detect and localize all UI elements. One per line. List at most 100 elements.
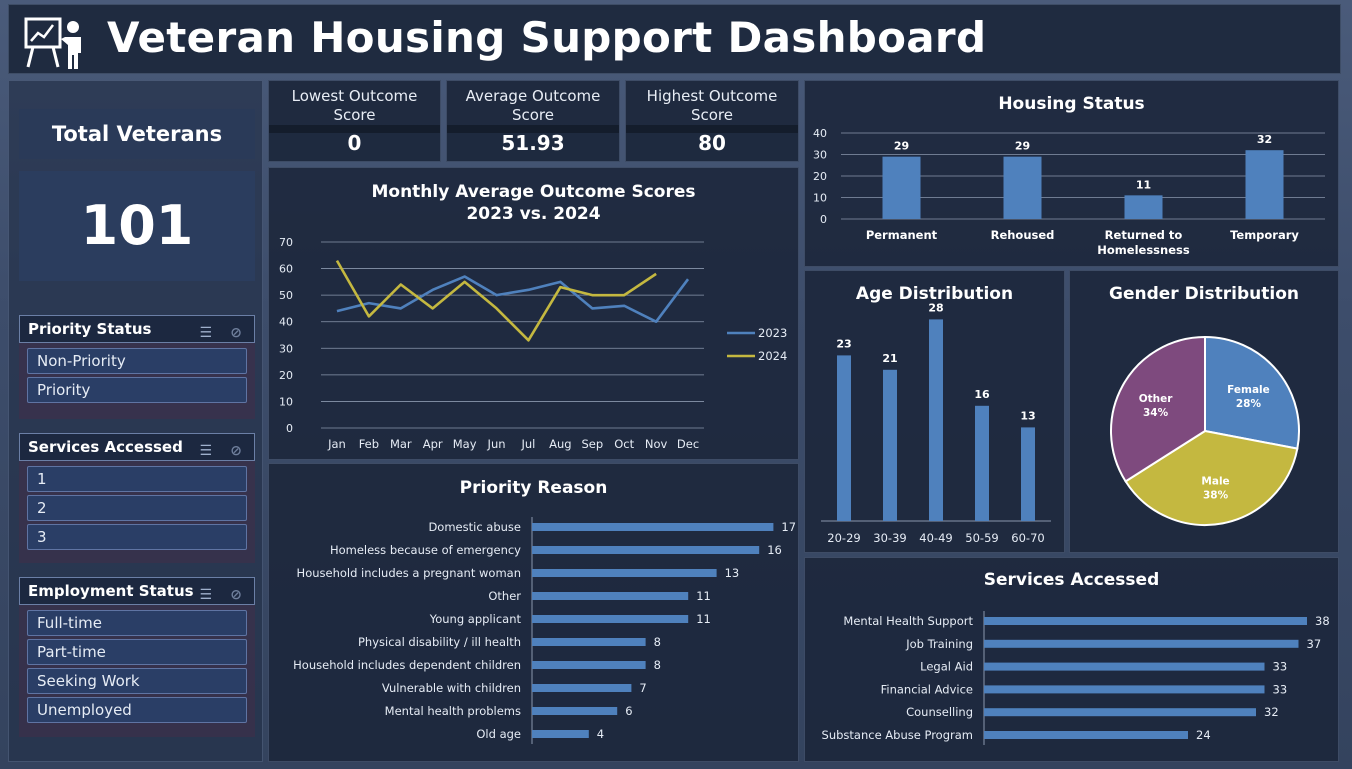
data-label: 29 [894,140,909,153]
y-tick-label: 10 [813,192,827,205]
data-label: 21 [882,352,897,365]
data-label: 11 [696,612,711,626]
page-title: Veteran Housing Support Dashboard [107,13,987,62]
data-label: 24 [1196,728,1211,742]
housing-bar-chart: 0 10 20 30 40 29 Permanent 29 Rehoused 11 Returned… [813,127,1325,257]
chart-title: Priority Reason [459,478,608,498]
slicer-item[interactable]: Non-Priority [27,348,247,374]
bar [532,569,717,577]
kpi-average-score: Average Outcome Score 51.93 [446,80,620,162]
x-tick-label: Rehoused [991,228,1055,242]
y-tick-label: Physical disability / ill health [358,635,521,649]
data-label: 16 [974,388,990,401]
x-tick-label: 30-39 [873,531,906,545]
x-tick-label: Nov [645,437,668,451]
y-tick-label: 40 [813,127,827,140]
slice-percent: 28% [1236,398,1262,410]
kpi-value: 51.93 [501,131,565,155]
data-label: 8 [654,635,661,649]
age-distribution-panel: Age Distribution 23 20-29 21 30-39 28 40-49 16… [804,270,1065,553]
y-tick-label: Mental Health Support [843,614,973,628]
data-label: 28 [928,301,943,314]
legend-label: 2023 [758,326,787,340]
y-tick-label: 20 [813,170,827,183]
x-tick-label: Temporary [1230,228,1299,242]
slicer-item[interactable]: 3 [27,524,247,550]
data-label: 13 [725,566,740,580]
multi-select-icon[interactable]: ☰ [199,325,212,341]
chart-title-line1: Monthly Average Outcome Scores [371,182,696,202]
services-bar-chart: Mental Health Support 38 Job Training 37 Leg… [822,611,1330,745]
bar [984,639,1299,648]
x-tick-label: 50-59 [965,531,998,545]
data-label: 13 [1020,409,1035,422]
slicer-header: Services Accessed ☰ ⊘ [19,433,255,461]
data-label: 4 [597,727,604,741]
kpi-value: 80 [698,131,726,155]
series-line-2023 [336,275,690,324]
multi-select-icon[interactable]: ☰ [199,587,212,603]
slice-percent: 38% [1203,489,1229,501]
data-label: 8 [654,658,661,672]
bar [837,355,851,521]
x-tick-label: Jul [521,437,536,451]
slicer-title: Employment Status [28,582,194,600]
kpi-highest-score: Highest Outcome Score 80 [625,80,799,162]
priority-reason-panel: Priority Reason Domestic abuse 17 Homeless… [268,463,799,762]
y-tick-label: 0 [820,213,827,226]
x-tick-label: Apr [423,437,443,451]
slicer-item[interactable]: 2 [27,495,247,521]
multi-select-icon[interactable]: ☰ [199,443,212,459]
total-veterans-value: 101 [19,171,255,281]
y-tick-label: Legal Aid [920,660,973,674]
slicer-item[interactable]: Priority [27,377,247,403]
gender-distribution-panel: Gender Distribution Female 28% Male 38% Othe… [1069,270,1339,553]
slicer-title: Priority Status [28,320,152,338]
slicer-item[interactable]: Unemployed [27,697,247,723]
bar [984,731,1188,739]
kpi-label: Lowest Outcome Score [291,87,418,124]
bar [984,662,1265,671]
data-label: 11 [1136,178,1151,191]
bar [532,546,760,554]
y-tick-label: Substance Abuse Program [822,728,973,742]
clear-filter-icon[interactable]: ⊘ [230,325,242,341]
clear-filter-icon[interactable]: ⊘ [230,587,242,603]
slicer-item[interactable]: Full-time [27,610,247,636]
x-tick-label: Feb [359,437,379,451]
slice-label: Female [1227,384,1270,396]
kpi-label: Highest Outcome Score [646,87,778,124]
data-label: 23 [836,337,851,350]
data-label: 29 [1015,140,1030,153]
x-tick-label: Dec [677,437,699,451]
slicer-item[interactable]: Part-time [27,639,247,665]
gender-pie-chart: Female 28% Male 38% Other 34% [1110,335,1300,526]
slicer-item[interactable]: 1 [27,466,247,492]
y-tick-label: 10 [279,395,293,408]
y-tick-label: Other [488,589,521,603]
y-tick-label: 50 [279,289,293,302]
bar [882,156,921,219]
series-line-2024 [335,259,657,342]
legend-label: 2024 [758,349,787,363]
chart-title: Housing Status [998,94,1145,114]
data-label: 37 [1307,637,1322,651]
y-tick-label: 60 [279,263,293,276]
x-tick-label: Sep [581,437,603,451]
y-tick-label: Job Training [905,637,973,651]
slicer-header: Priority Status ☰ ⊘ [19,315,255,343]
x-tick-label: Jan [327,437,346,451]
data-label: 32 [1264,705,1279,719]
data-label: 32 [1257,133,1272,146]
slicer-item[interactable]: Seeking Work [27,668,247,694]
y-tick-label: 30 [279,342,293,355]
chart-title: Services Accessed [983,570,1160,590]
x-tick-label: 60-70 [1011,531,1044,545]
data-label: 16 [767,543,782,557]
monthly-scores-panel: Monthly Average Outcome Scores 2023 vs. … [268,167,799,460]
clear-filter-icon[interactable]: ⊘ [230,443,242,459]
x-tick-label: Permanent [866,228,938,242]
bar [984,708,1256,717]
y-tick-label: Homeless because of emergency [330,543,521,557]
bar [532,523,774,531]
